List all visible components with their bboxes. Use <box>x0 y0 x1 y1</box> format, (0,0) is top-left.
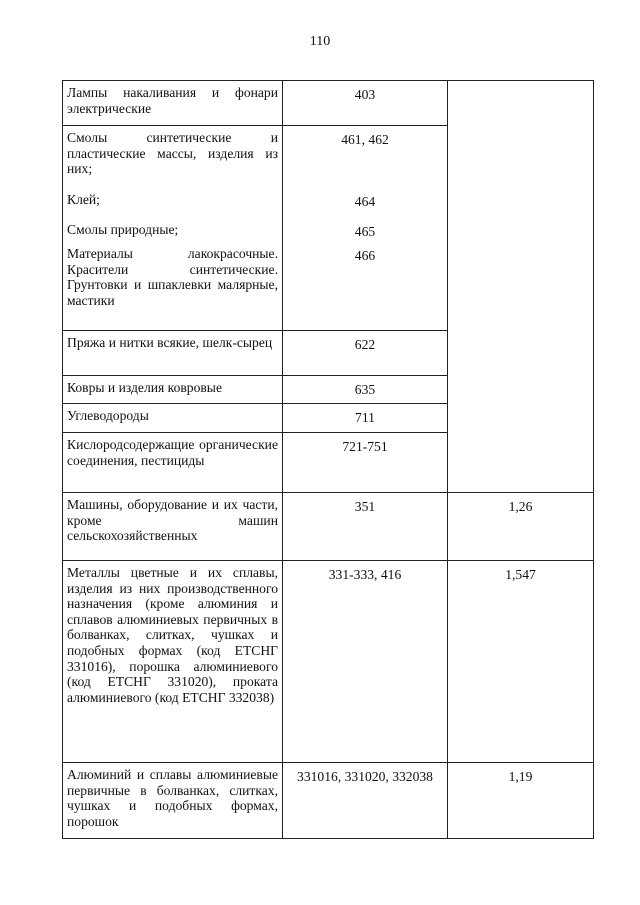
table-row: Алюминий и сплавы алюминиевые первичные … <box>62 762 594 839</box>
cargo-name-group: Смолы синтетические и пластические массы… <box>62 125 283 331</box>
cargo-name: Пряжа и нитки всякие, шелк-сырец <box>62 330 283 376</box>
cargo-code-group: 461, 462 464 465 466 <box>282 125 448 331</box>
table-row: Пряжа и нитки всякие, шелк-сырец 622 <box>62 330 594 376</box>
cargo-code: 461, 462 <box>341 132 389 147</box>
table-row: Кислородсодержащие органические соединен… <box>62 432 594 493</box>
cargo-code: 721-751 <box>282 432 448 493</box>
table-row: Металлы цветные и их сплавы, изделия из … <box>62 560 594 763</box>
table-row: Смолы синтетические и пластические массы… <box>62 125 594 331</box>
coefficient-cell-empty <box>447 80 594 493</box>
cargo-code: 331-333, 416 <box>282 560 448 763</box>
cargo-code: 635 <box>282 375 448 404</box>
cargo-code: 331016, 331020, 332038 <box>282 762 448 839</box>
cargo-name: Машины, оборудование и их части, кроме м… <box>62 492 283 561</box>
cargo-code: 351 <box>282 492 448 561</box>
page-number: 110 <box>309 34 331 49</box>
cargo-name: Материалы лакокрасочные. Красители синте… <box>67 246 278 308</box>
coefficient: 1,547 <box>447 560 594 763</box>
cargo-name: Углеводороды <box>62 403 283 433</box>
tariff-table: Лампы накаливания и фонари электрические… <box>62 80 594 839</box>
table-row: Ковры и изделия ковровые 635 <box>62 375 594 404</box>
cargo-name: Смолы синтетические и пластические массы… <box>67 130 278 177</box>
cargo-code: 622 <box>282 330 448 376</box>
cargo-name: Лампы накаливания и фонари электрические <box>62 80 283 126</box>
cargo-code: 403 <box>282 80 448 126</box>
cargo-name: Металлы цветные и их сплавы, изделия из … <box>62 560 283 763</box>
cargo-name: Смолы природные; <box>67 222 179 237</box>
cargo-code: 464 <box>354 194 376 209</box>
cargo-code: 466 <box>354 248 376 263</box>
table-row: Машины, оборудование и их части, кроме м… <box>62 492 594 561</box>
cargo-code: 465 <box>354 224 376 239</box>
cargo-name: Ковры и изделия ковровые <box>62 375 283 404</box>
cargo-code: 711 <box>282 403 448 433</box>
cargo-name: Кислородсодержащие органические соединен… <box>62 432 283 493</box>
cargo-name: Алюминий и сплавы алюминиевые первичные … <box>62 762 283 839</box>
table-row: Лампы накаливания и фонари электрические… <box>62 80 594 493</box>
table-row: Углеводороды 711 <box>62 403 594 433</box>
cargo-name: Клей; <box>67 192 100 207</box>
coefficient: 1,19 <box>447 762 594 839</box>
coefficient: 1,26 <box>447 492 594 561</box>
